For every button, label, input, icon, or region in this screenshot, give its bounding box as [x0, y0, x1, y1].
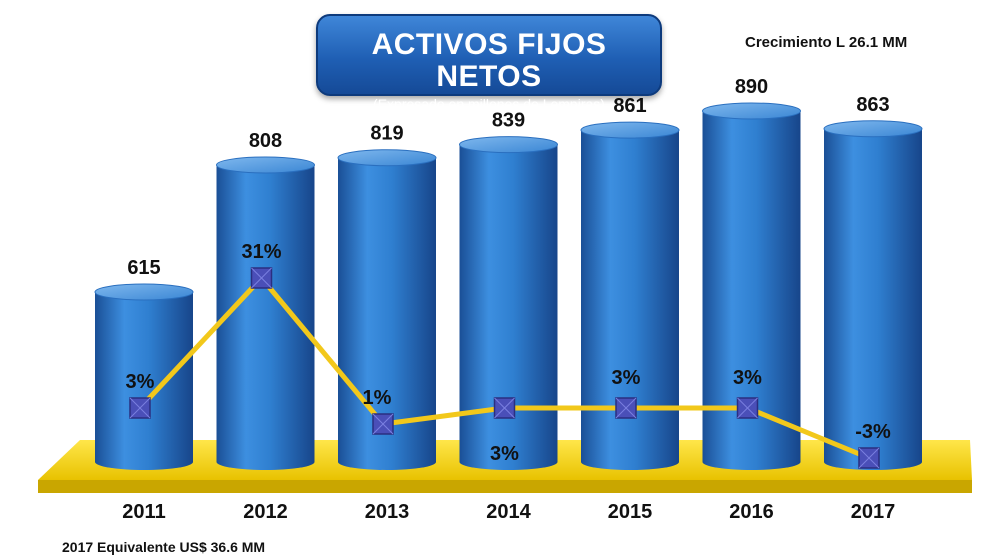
- growth-marker-cross: [737, 397, 758, 419]
- x-tick-label: 2014: [486, 501, 531, 523]
- bar-body: [581, 130, 679, 470]
- x-tick-label: 2015: [608, 501, 653, 523]
- x-tick-label: 2016: [729, 501, 774, 523]
- x-tick-label: 2012: [243, 501, 288, 523]
- growth-marker-cross: [372, 413, 394, 435]
- bar-top: [580, 121, 680, 139]
- bar-body: [95, 292, 193, 470]
- growth-marker-cross: [129, 397, 151, 419]
- bar-2017: [823, 120, 923, 470]
- chart-title-box: ACTIVOS FIJOS NETOS (Expresado en millon…: [316, 14, 662, 112]
- bar-2012: [216, 156, 315, 470]
- bar-body: [338, 157, 436, 470]
- bar-value-label: 890: [735, 76, 768, 98]
- growth-note: Crecimiento L 26.1 MM: [745, 34, 908, 51]
- growth-label: 3%: [490, 443, 519, 465]
- bar-body: [702, 111, 801, 470]
- bar-top: [216, 156, 315, 174]
- growth-label: -3%: [855, 421, 891, 443]
- x-tick-label: 2017: [851, 501, 896, 523]
- labels: 615 2011 808 2012 819 2013 839 2014 861 2015 890 20…: [122, 76, 895, 523]
- growth-marker-cross: [494, 397, 515, 419]
- growth-label: 3%: [612, 367, 641, 389]
- growth-marker-cross: [858, 447, 880, 469]
- equivalent-note: 2017 Equivalente US$ 36.6 MM: [62, 539, 266, 555]
- growth-marker-cross: [615, 397, 637, 419]
- growth-marker-cross: [251, 267, 272, 289]
- bar-2011: [94, 283, 194, 470]
- bar-2016: [702, 102, 801, 470]
- bar-top: [823, 120, 923, 138]
- bar-top: [94, 283, 194, 301]
- bar-top: [702, 102, 801, 120]
- chart-subtitle: (Expresado en millones de Lempiras): [373, 96, 605, 112]
- bar-top: [337, 149, 437, 167]
- x-tick-label: 2013: [365, 501, 410, 523]
- bar-body: [824, 128, 922, 470]
- bar-value-label: 819: [370, 123, 403, 145]
- growth-line: [129, 267, 880, 469]
- base-platform-front: [38, 480, 972, 493]
- bar-2013: [337, 149, 437, 470]
- bar-value-label: 615: [127, 257, 160, 279]
- bars: [94, 102, 923, 471]
- bar-2014: [459, 136, 558, 471]
- chart-title: ACTIVOS FIJOS NETOS: [371, 28, 607, 93]
- growth-label: 3%: [126, 371, 155, 393]
- bar-value-label: 808: [249, 130, 282, 152]
- bar-value-label: 861: [613, 95, 646, 117]
- bar-body: [216, 164, 315, 470]
- bar-2015: [580, 121, 680, 470]
- bar-value-label: 863: [856, 94, 889, 116]
- x-tick-label: 2011: [122, 501, 165, 523]
- bar-value-label: 839: [492, 110, 525, 132]
- bar-top: [459, 136, 558, 154]
- bar-body: [459, 144, 558, 471]
- growth-label: 3%: [733, 367, 762, 389]
- growth-label: 1%: [363, 387, 392, 409]
- growth-label: 31%: [241, 241, 281, 263]
